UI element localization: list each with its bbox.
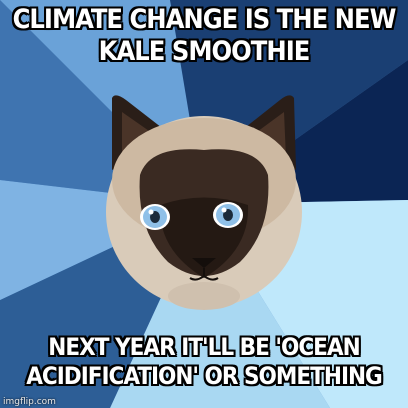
bottom-caption: NEXT YEAR IT'LL BE 'OCEAN ACIDIFICATION'… [26,333,383,390]
top-caption: CLIMATE CHANGE IS THE NEW KALE SMOOTHIE [12,4,397,67]
watermark-text: imgflip.com [3,397,56,407]
